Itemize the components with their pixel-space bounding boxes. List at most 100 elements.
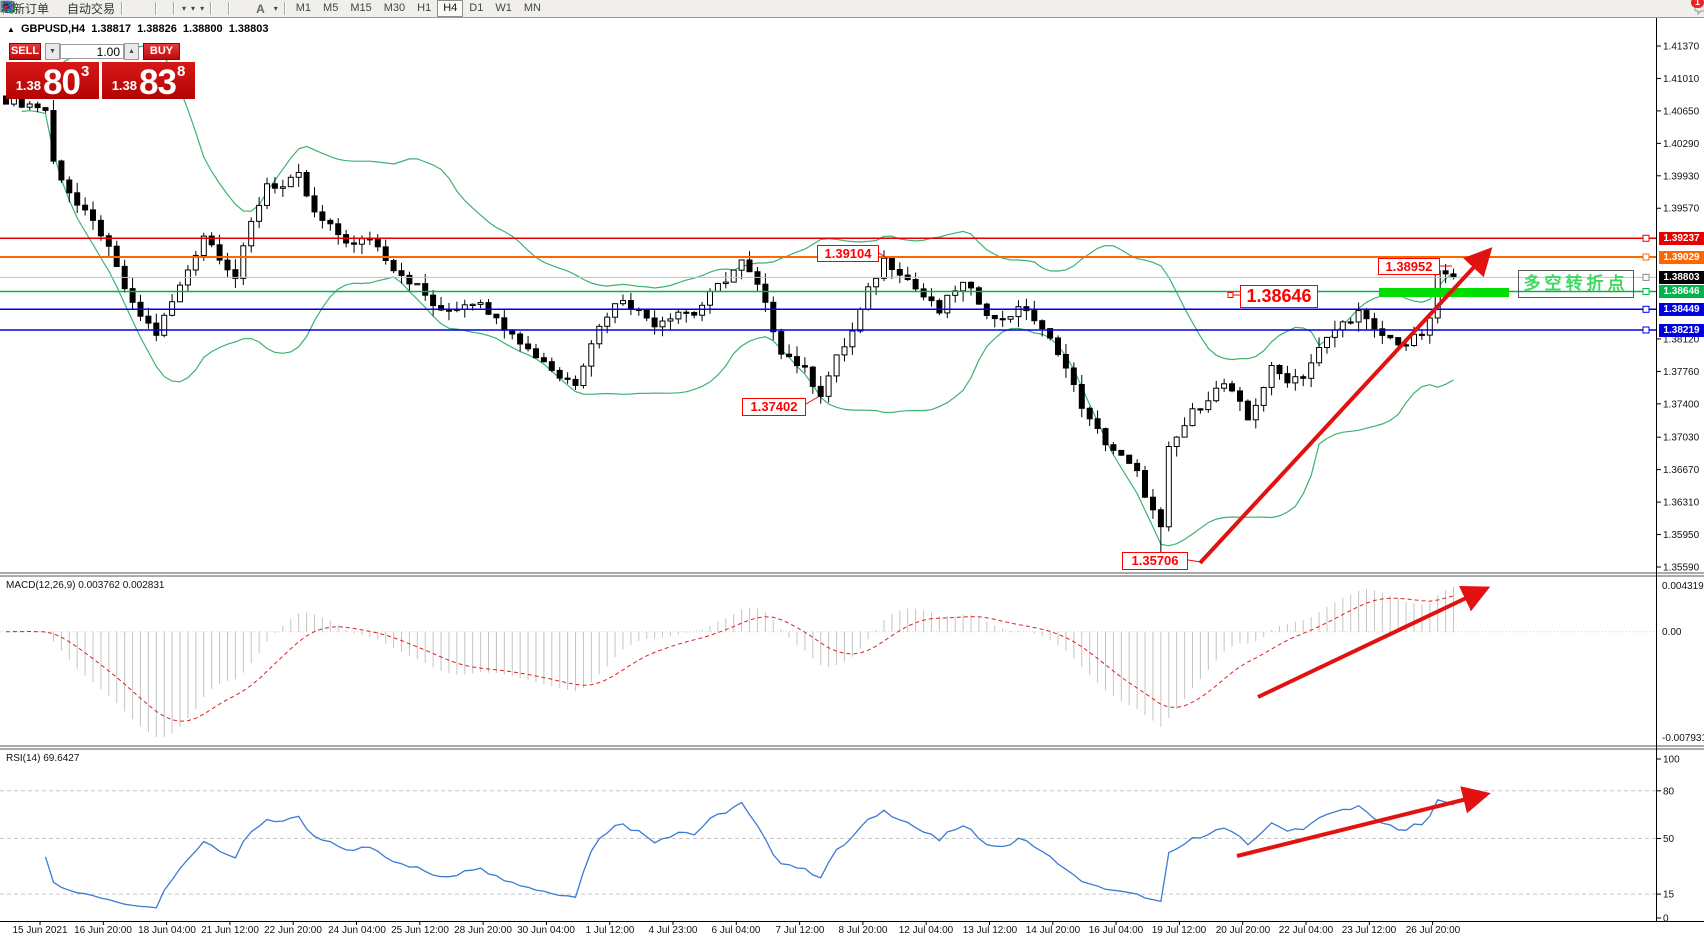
axis-price-label: 1.39237 — [1659, 232, 1704, 245]
bollinger-band-line — [21, 110, 1454, 547]
tab-timeframe-m1[interactable]: M1 — [295, 2, 312, 14]
notifications-button[interactable]: 1 — [1690, 0, 1704, 16]
candle — [105, 235, 112, 247]
buy-price-display[interactable]: 1.38 83 8 — [102, 62, 195, 102]
candle — [873, 277, 880, 288]
tab-timeframe-w1[interactable]: W1 — [495, 2, 512, 14]
svg-text:1.36310: 1.36310 — [1663, 498, 1700, 509]
candle — [224, 259, 231, 271]
buy-price-big: 83 — [139, 63, 177, 102]
new-order-button[interactable]: 新订单 — [0, 0, 51, 16]
candle — [1173, 436, 1180, 448]
crosshair-button[interactable] — [1, 1, 224, 16]
candle — [303, 172, 310, 197]
buy-button[interactable]: BUY — [143, 43, 180, 60]
candle — [881, 257, 887, 279]
candle — [90, 209, 96, 221]
candle — [1418, 333, 1425, 336]
templates-button[interactable]: ▾ — [0, 1, 206, 16]
svg-text:1.41010: 1.41010 — [1663, 74, 1700, 85]
macd-signal-line — [5, 595, 1454, 722]
candle — [58, 160, 65, 181]
time-axis-label: 4 Jul 23:00 — [648, 925, 698, 936]
arrows-tool[interactable]: ▾ — [2, 1, 280, 16]
candle — [548, 361, 555, 371]
volume-increase-button[interactable]: ▲ — [124, 43, 139, 60]
time-axis-label: 16 Jun 20:00 — [74, 925, 132, 936]
quote-header[interactable]: ▲ GBPUSD,H4 1.38817 1.38826 1.38800 1.38… — [7, 23, 271, 35]
tab-timeframe-mn[interactable]: MN — [523, 2, 541, 14]
symbol-label: GBPUSD,H4 — [20, 23, 86, 35]
price-annotation[interactable]: 1.35706 — [1122, 552, 1188, 570]
svg-text:1.35950: 1.35950 — [1663, 530, 1700, 541]
time-axis-label: 22 Jul 04:00 — [1278, 925, 1334, 936]
indicators-button[interactable]: ▾ — [0, 0, 188, 16]
candle — [1308, 362, 1315, 379]
timeframe-group: M1 M5 M15 M30 H1 H4 D1 W1 MN — [290, 0, 547, 17]
candle — [501, 317, 508, 331]
price-annotation[interactable]: 1.39104 — [817, 245, 879, 262]
price-level-marker — [1642, 273, 1650, 281]
auto-trading-button[interactable]: 自动交易 — [0, 1, 117, 16]
volume-input[interactable] — [60, 44, 124, 59]
candle — [66, 179, 73, 194]
candle — [920, 288, 927, 298]
price-level-marker — [1642, 234, 1650, 242]
turning-point-note[interactable]: 多空转折点 — [1518, 270, 1634, 298]
candle — [738, 259, 745, 271]
annotation-leader — [1187, 559, 1202, 563]
tab-timeframe-h4[interactable]: H4 — [437, 0, 464, 17]
time-axis-label: 7 Jul 12:00 — [775, 925, 825, 936]
candle — [659, 320, 666, 328]
price-annotation[interactable]: 1.37402 — [742, 398, 806, 416]
tab-timeframe-d1[interactable]: D1 — [469, 2, 484, 14]
notification-badge: 1 — [1690, 0, 1704, 8]
candle — [817, 385, 824, 397]
tab-timeframe-m15[interactable]: M15 — [350, 2, 372, 14]
candle — [271, 183, 278, 189]
candle — [82, 204, 89, 211]
tab-timeframe-h1[interactable]: H1 — [417, 2, 432, 14]
chevron-down-icon: ▾ — [200, 4, 205, 13]
candle — [1181, 425, 1188, 438]
periods-button[interactable]: ▾ — [1, 1, 197, 16]
price-annotation[interactable]: 1.38952 — [1378, 258, 1440, 275]
svg-text:1.41370: 1.41370 — [1663, 42, 1700, 53]
candle — [1031, 310, 1038, 322]
sell-price-display[interactable]: 1.38 80 3 — [6, 62, 99, 100]
candle — [1055, 337, 1061, 355]
candle — [1142, 470, 1148, 498]
candle — [446, 309, 452, 312]
svg-text:15: 15 — [1663, 890, 1675, 901]
sell-button[interactable]: SELL — [9, 43, 41, 60]
price-annotation[interactable]: 1.38646 — [1240, 285, 1318, 308]
candle — [398, 270, 405, 276]
search-button[interactable] — [1, 1, 1688, 16]
tab-timeframe-m5[interactable]: M5 — [323, 2, 339, 14]
candle — [287, 176, 294, 188]
candle — [841, 346, 848, 356]
text-tool[interactable]: A — [256, 1, 265, 16]
tab-timeframe-m30[interactable]: M30 — [383, 2, 406, 14]
candle — [556, 369, 563, 379]
tile-windows-button[interactable] — [0, 1, 151, 16]
candle — [786, 353, 793, 358]
volume-decrease-button[interactable]: ▼ — [45, 43, 60, 60]
candle — [161, 314, 168, 336]
time-axis-label: 15 Jun 2021 — [12, 925, 68, 936]
candle — [714, 283, 721, 292]
candle — [42, 107, 49, 111]
candle — [97, 219, 104, 237]
candle — [1379, 328, 1386, 336]
candle — [801, 365, 808, 368]
svg-text:1.35590: 1.35590 — [1663, 563, 1700, 574]
svg-text:1.40290: 1.40290 — [1663, 139, 1700, 150]
candle — [1276, 365, 1283, 375]
candle — [382, 246, 389, 261]
toolbar-separator — [228, 2, 231, 15]
candle — [1316, 347, 1323, 364]
candle — [596, 325, 603, 345]
chart-shift-button[interactable] — [1, 1, 169, 16]
collapse-arrow-icon[interactable]: ▲ — [7, 25, 15, 34]
